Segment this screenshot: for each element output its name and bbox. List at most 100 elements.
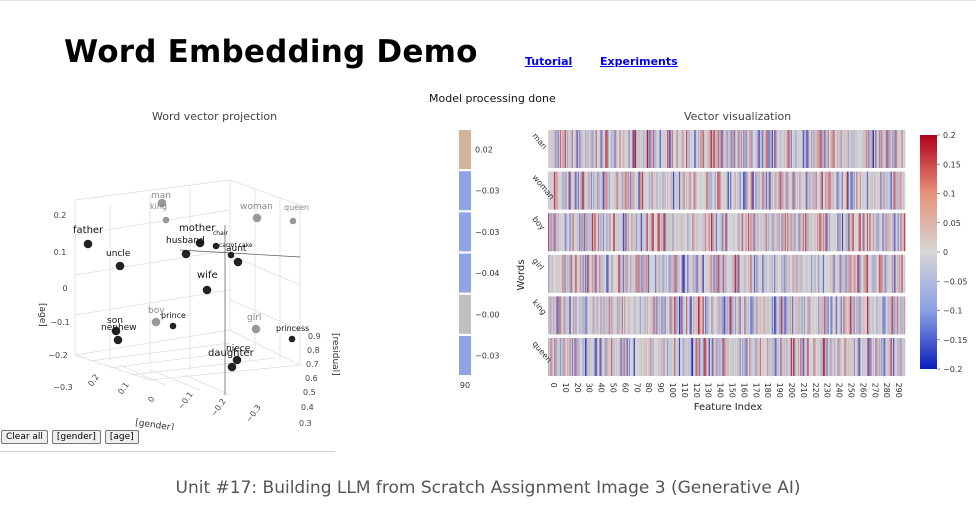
heatmap-cell — [799, 254, 801, 293]
heatmap-cell — [737, 338, 739, 376]
heatmap-row[interactable] — [548, 213, 906, 252]
heatmap-cell — [752, 254, 755, 293]
heatmap-cell — [837, 296, 839, 335]
heatmap-row[interactable] — [548, 254, 906, 293]
heatmap-cell — [739, 213, 742, 252]
word-projection-plot[interactable]: 0.20.10−0.1−0.2−0.3 0.20.10 −0.1 −0.2 −0.30.… — [0, 125, 345, 430]
word-point[interactable] — [232, 355, 242, 365]
word-point[interactable] — [227, 251, 235, 259]
experiments-link[interactable]: Experiments — [600, 55, 678, 68]
heatmap-cell — [564, 338, 567, 376]
heatmap-cell — [884, 338, 887, 376]
word-point[interactable] — [289, 217, 297, 225]
heatmap-cell — [628, 254, 631, 293]
heatmap-cell — [551, 213, 554, 252]
heatmap-row[interactable] — [548, 130, 906, 168]
word-point[interactable] — [157, 198, 167, 208]
heatmap-cell — [576, 296, 579, 335]
heatmap[interactable] — [548, 130, 906, 376]
x-tick-label: 0 — [549, 383, 558, 388]
heatmap-cell — [833, 338, 836, 376]
heatmap-cell — [597, 254, 600, 293]
heatmap-cell — [565, 338, 568, 376]
heatmap-cell — [582, 213, 584, 252]
heatmap-cell — [824, 213, 826, 252]
heatmap-cell — [751, 130, 753, 168]
heatmap-cell — [582, 296, 584, 335]
word-point[interactable] — [227, 362, 237, 372]
heatmap-row[interactable] — [548, 338, 906, 376]
heatmap-cell — [712, 296, 714, 335]
clear-all-button[interactable]: Clear all — [1, 430, 48, 444]
word-point[interactable] — [202, 285, 212, 295]
x-tick-label: 10 — [561, 383, 570, 393]
word-point[interactable] — [233, 257, 243, 267]
heatmap-row[interactable] — [548, 296, 906, 335]
heatmap-cell — [674, 254, 676, 293]
heatmap-cell — [881, 213, 883, 252]
heatmap-cell — [718, 296, 720, 335]
word-point[interactable] — [113, 335, 123, 345]
tutorial-link[interactable]: Tutorial — [525, 55, 573, 68]
heatmap-row[interactable] — [548, 171, 906, 210]
heatmap-cell — [613, 130, 615, 168]
heatmap-cell — [581, 296, 583, 335]
word-point-label: girl — [247, 313, 261, 323]
heatmap-cell — [627, 130, 630, 168]
word-point[interactable] — [83, 239, 93, 249]
age-axis-button[interactable]: [age] — [104, 430, 139, 444]
gender-axis-button[interactable]: [gender] — [51, 430, 101, 444]
heatmap-cell — [714, 130, 717, 168]
heatmap-cell — [738, 254, 740, 293]
heatmap-cell — [628, 130, 631, 168]
word-point[interactable] — [195, 238, 205, 248]
word-point[interactable] — [251, 324, 261, 334]
heatmap-cell — [714, 296, 717, 335]
grid-line — [74, 289, 231, 316]
heatmap-cell — [658, 213, 661, 252]
heatmap-cell — [746, 254, 749, 293]
word-point[interactable] — [212, 242, 220, 250]
heatmap-cell — [847, 338, 850, 376]
word-point[interactable] — [151, 317, 161, 327]
heatmap-cell — [750, 296, 752, 335]
heatmap-cell — [849, 213, 851, 252]
word-point[interactable] — [252, 213, 262, 223]
heatmap-cell — [752, 130, 755, 168]
heatmap-cell — [624, 254, 626, 293]
heatmap-cell — [827, 296, 830, 335]
status-text: Model processing done — [429, 92, 556, 105]
heatmap-cell — [568, 130, 570, 168]
heatmap-cell — [697, 254, 700, 293]
heatmap-cell — [734, 296, 737, 335]
heatmap-cell — [682, 130, 684, 168]
heatmap-cell — [559, 338, 562, 376]
heatmap-cell — [581, 338, 583, 376]
word-point[interactable] — [288, 335, 296, 343]
heatmap-cell — [788, 296, 790, 335]
word-point[interactable] — [169, 322, 177, 330]
heatmap-cell — [643, 130, 645, 168]
heatmap-cell — [813, 254, 815, 293]
heatmap-cell — [751, 296, 753, 335]
word-point[interactable] — [162, 216, 170, 224]
heatmap-cell — [757, 296, 759, 335]
heatmap-cell — [687, 338, 689, 376]
heatmap-cell — [659, 296, 662, 335]
heatmap-cell — [800, 213, 802, 252]
word-point[interactable] — [111, 326, 121, 336]
heatmap-cell — [600, 213, 602, 252]
heatmap-cell — [741, 296, 744, 335]
heatmap-cell — [736, 296, 738, 335]
grid-line — [229, 329, 301, 366]
heatmap-cell — [562, 296, 564, 335]
word-point[interactable] — [181, 249, 191, 259]
heatmap-cell — [719, 296, 721, 335]
heatmap-cell — [588, 296, 590, 335]
heatmap-cell — [581, 213, 583, 252]
heatmap-cell — [821, 296, 824, 335]
word-point[interactable] — [115, 261, 125, 271]
heatmap-cell — [885, 254, 888, 293]
